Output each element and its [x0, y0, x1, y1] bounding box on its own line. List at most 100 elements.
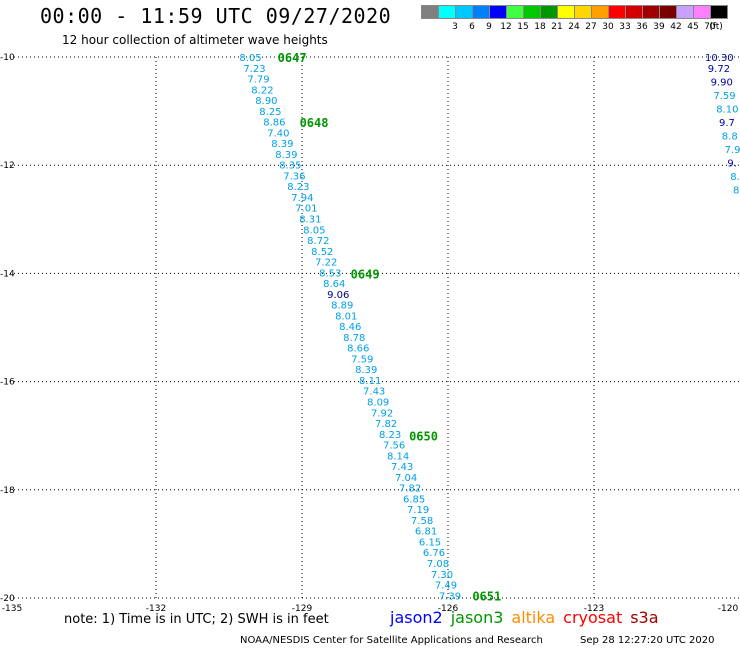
edge-swh-label: 9.7	[719, 118, 735, 129]
swh-data-label: 8.25	[259, 107, 281, 118]
legend-label: 36	[636, 22, 648, 32]
legend-label: 6	[469, 22, 475, 32]
swh-data-label: 7.82	[375, 419, 397, 430]
legend-label: 12	[500, 22, 512, 32]
swh-data-label: 8.89	[331, 301, 353, 312]
legend-label: 33	[619, 22, 631, 32]
swh-data-label: 7.59	[351, 354, 373, 365]
chart-title: 00:00 - 11:59 UTC 09/27/2020	[40, 4, 392, 28]
swh-data-label: 7.43	[363, 387, 385, 398]
edge-swh-label: 7.9	[725, 145, 740, 156]
legend-label: 70	[704, 22, 716, 32]
x-tick-label: -132	[146, 604, 166, 614]
edge-swh-label: 8	[733, 186, 739, 197]
legend-label: 21	[551, 22, 563, 32]
swh-data-label: 9.06	[327, 290, 349, 301]
satellite-cryosat: cryosat	[563, 608, 623, 627]
legend-label: 27	[585, 22, 597, 32]
legend-label: 45	[687, 22, 699, 32]
satellite-jason3: jason3	[450, 608, 504, 627]
swh-data-label: 8.01	[335, 311, 357, 322]
swh-data-label: 7.43	[391, 462, 413, 473]
edge-swh-label: 7.59	[713, 91, 735, 102]
swh-data-label: 7.19	[407, 505, 429, 516]
swh-data-label: 7.04	[395, 473, 417, 484]
edge-swh-label: 9.72	[708, 64, 730, 75]
swh-data-label: 8.86	[263, 118, 285, 129]
legend-label: 30	[602, 22, 614, 32]
axis-ticks: -135 -132 -129 -126 -123 -120 -10 -12 -14 -16 -18 -…	[0, 53, 738, 614]
footer-note: note: 1) Time is in UTC; 2) SWH is in fe…	[64, 612, 329, 627]
swh-data-label: 8.46	[339, 322, 361, 333]
legend-label: 42	[670, 22, 682, 32]
swh-data-label: 8.66	[347, 344, 369, 355]
swh-data-label: 8.05	[303, 225, 325, 236]
edge-swh-label: 9.90	[711, 77, 733, 88]
x-tick-label: -129	[292, 604, 313, 614]
legend-label: 24	[568, 22, 580, 32]
swh-data-label: 7.94	[291, 193, 313, 204]
swh-data-label: 8.23	[287, 182, 309, 193]
swh-data-label: 8.23	[379, 430, 401, 441]
swh-data-label: 8.52	[311, 247, 333, 258]
swh-data-label: 6.15	[419, 537, 441, 548]
swh-data-label: 8.35	[279, 161, 301, 172]
legend-swatch	[710, 5, 728, 19]
swh-data-label: 7.22	[315, 258, 337, 269]
edge-swh-label: 8.	[730, 172, 740, 183]
legend-unit: (ft)	[709, 22, 723, 32]
edge-swh-label: 8.8	[722, 131, 738, 142]
edge-track: 10.309.729.907.598.109.78.87.99.8.8	[705, 53, 740, 197]
swh-data-label: 8.09	[367, 398, 389, 409]
swh-data-label: 6.76	[423, 548, 445, 559]
swh-data-label: 8.78	[343, 333, 365, 344]
time-label: 0651	[472, 589, 501, 603]
time-label: 0649	[351, 267, 380, 281]
legend-label: 9	[486, 22, 492, 32]
time-label: 0650	[409, 430, 438, 444]
swh-data-label: 8.31	[299, 214, 321, 225]
legend-label: 18	[534, 22, 546, 32]
swh-data-label: 7.49	[435, 581, 457, 592]
satellite-altika: altika	[511, 608, 556, 627]
main-track: 8.057.237.798.228.908.258.867.408.398.39…	[239, 53, 461, 602]
credit-text: NOAA/NESDIS Center for Satellite Applica…	[240, 635, 543, 646]
swh-data-label: 8.72	[307, 236, 329, 247]
y-tick-label: -20	[0, 594, 15, 604]
satellite-legend: jason2 jason3 altika cryosat s3a	[390, 608, 667, 627]
time-label: 0648	[300, 116, 329, 130]
swh-data-label: 8.05	[239, 53, 261, 64]
grid-lines	[10, 56, 740, 599]
swh-data-label: 8.39	[271, 139, 293, 150]
swh-data-label: 8.14	[387, 451, 409, 462]
legend-label: 39	[653, 22, 665, 32]
y-tick-label: -12	[0, 161, 15, 171]
swh-data-label: 7.08	[427, 559, 449, 570]
x-tick-label: -123	[584, 604, 604, 614]
swh-data-label: 7.39	[439, 591, 461, 602]
legend-label: 3	[452, 22, 458, 32]
timestamp-text: Sep 28 12:27:20 UTC 2020	[580, 635, 715, 646]
y-tick-label: -14	[0, 269, 15, 279]
swh-data-label: 7.82	[399, 484, 421, 495]
x-tick-label: -126	[438, 604, 459, 614]
swh-data-label: 7.92	[371, 408, 393, 419]
y-tick-label: -16	[0, 378, 15, 388]
satellite-s3a: s3a	[630, 608, 659, 627]
swh-data-label: 8.39	[355, 365, 377, 376]
swh-data-label: 8.11	[359, 376, 381, 387]
edge-swh-label: 10.30	[705, 53, 734, 64]
chart-subtitle: 12 hour collection of altimeter wave hei…	[62, 33, 328, 47]
swh-data-label: 8.22	[251, 85, 273, 96]
swh-data-label: 7.40	[267, 128, 289, 139]
swh-data-label: 8.64	[323, 279, 345, 290]
swh-data-label: 8.90	[255, 96, 277, 107]
swh-data-label: 7.01	[295, 204, 317, 215]
y-tick-label: -18	[0, 486, 15, 496]
swh-data-label: 7.36	[283, 171, 305, 182]
x-tick-label: -135	[2, 604, 22, 614]
y-tick-label: -10	[0, 53, 15, 63]
swh-data-label: 6.85	[403, 494, 425, 505]
swh-data-label: 6.81	[415, 527, 437, 538]
